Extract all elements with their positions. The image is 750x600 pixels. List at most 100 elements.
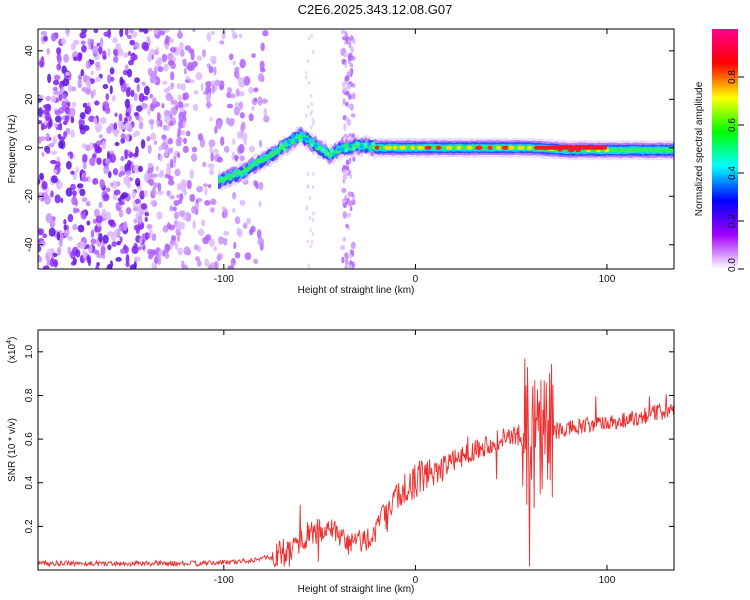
noise-speck <box>66 160 72 170</box>
noise-speck <box>263 107 268 118</box>
noise-speck <box>257 96 263 106</box>
noise-speck <box>234 252 241 259</box>
noise-speck <box>207 163 215 169</box>
noise-speck <box>53 122 58 128</box>
noise-speck <box>149 94 154 99</box>
ridge-spot <box>363 143 368 148</box>
figure-title: C2E6.2025.343.12.08.G07 <box>297 2 453 17</box>
noise-speck <box>238 33 243 39</box>
noise-speck <box>342 168 347 175</box>
noise-speck <box>341 82 346 88</box>
noise-speck <box>192 220 196 230</box>
noise-speck <box>169 239 177 246</box>
noise-speck <box>344 75 350 82</box>
noise-speck <box>170 96 175 105</box>
noise-speck <box>200 82 204 92</box>
noise-speck <box>169 38 174 44</box>
noise-speck <box>161 53 168 63</box>
noise-speck <box>156 56 163 67</box>
noise-speck <box>209 167 215 176</box>
noise-speck <box>182 92 190 101</box>
y-tick-label: -20 <box>24 189 35 204</box>
noise-speck <box>81 29 88 34</box>
noise-speck <box>38 245 42 253</box>
x-tick-label: -100 <box>214 575 234 586</box>
noise-speck <box>79 124 84 131</box>
noise-speck <box>134 130 140 137</box>
noise-speck <box>141 81 146 86</box>
noise-speck <box>233 154 239 161</box>
noise-speck <box>236 71 240 80</box>
noise-speck <box>118 122 126 131</box>
noise-speck <box>170 71 175 81</box>
spectrogram-ridge <box>218 125 674 193</box>
noise-speck <box>78 241 86 250</box>
noise-speck <box>205 80 212 88</box>
noise-speck <box>152 173 158 178</box>
noise-speck <box>99 178 105 189</box>
noise-speck <box>104 158 111 165</box>
ridge-spot <box>294 138 299 143</box>
noise-speck <box>248 113 254 122</box>
noise-speck <box>101 140 107 150</box>
noise-speck <box>77 52 82 62</box>
noise-speck <box>158 249 165 258</box>
noise-speck <box>51 150 58 155</box>
noise-speck <box>161 134 167 141</box>
noise-speck <box>306 172 310 177</box>
noise-speck <box>343 123 347 131</box>
noise-speck <box>171 235 177 241</box>
noise-speck <box>308 196 312 201</box>
noise-speck <box>133 261 137 269</box>
noise-speck <box>107 244 112 251</box>
noise-speck <box>202 161 207 168</box>
noise-speck <box>131 245 139 255</box>
noise-speck <box>238 81 246 88</box>
noise-speck <box>169 205 174 212</box>
noise-speck <box>342 87 348 92</box>
noise-speck <box>260 42 265 52</box>
noise-speck <box>263 115 270 123</box>
noise-speck <box>114 112 118 117</box>
noise-speck <box>157 182 162 192</box>
noise-speck <box>111 95 116 102</box>
noise-speck <box>46 248 54 257</box>
noise-speck <box>102 193 110 202</box>
noise-speck <box>125 261 130 268</box>
noise-speck <box>103 165 110 175</box>
noise-speck <box>223 145 230 153</box>
ridge-spot <box>344 148 349 153</box>
noise-speck <box>72 190 77 198</box>
noise-speck <box>74 199 78 207</box>
ridge-spot <box>336 147 341 152</box>
noise-speck <box>71 101 77 108</box>
noise-speck <box>191 205 198 214</box>
noise-speck <box>349 63 354 68</box>
noise-speck <box>61 100 67 108</box>
noise-speck <box>230 29 235 32</box>
noise-speck <box>165 138 169 146</box>
noise-speck <box>180 83 186 92</box>
noise-speck <box>143 172 150 183</box>
noise-speck <box>193 244 199 251</box>
noise-speck <box>95 146 103 154</box>
noise-speck <box>307 80 311 85</box>
colorbar-tick-label: 0.2 <box>727 214 738 228</box>
noise-speck <box>143 190 148 198</box>
noise-speck <box>142 29 149 34</box>
noise-speck <box>81 86 89 93</box>
ridge-hotspot <box>495 145 502 150</box>
noise-speck <box>195 72 203 81</box>
noise-speck <box>164 243 170 254</box>
noise-speck <box>85 144 91 152</box>
noise-speck <box>185 130 191 137</box>
noise-speck <box>250 225 256 233</box>
noise-speck <box>151 233 157 242</box>
noise-speck <box>85 244 90 249</box>
noise-speck <box>167 149 172 155</box>
noise-speck <box>345 159 350 166</box>
snr-panel: -100 0 100 0.2 0.4 0.6 0.8 1.0 Height of strai… <box>6 329 675 595</box>
noise-speck <box>204 199 211 206</box>
noise-speck <box>191 146 198 153</box>
ridge-hotspot <box>517 145 525 150</box>
